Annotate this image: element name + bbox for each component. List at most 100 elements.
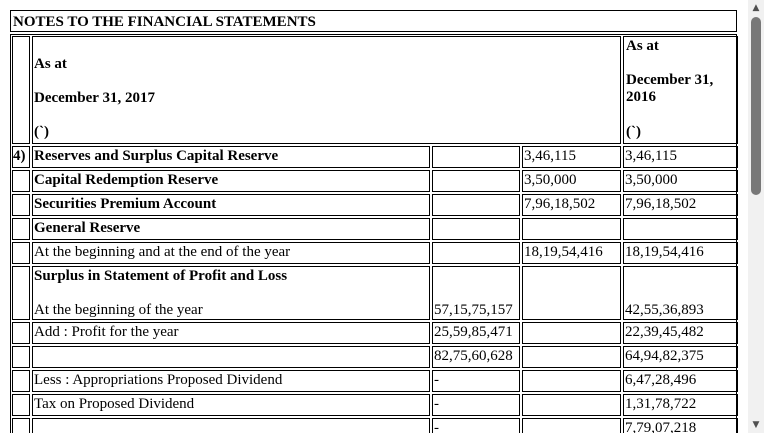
row-number-cell: [12, 242, 30, 264]
header-right-date-line1: December 31,: [626, 72, 714, 88]
header-number-cell: [12, 36, 30, 144]
vertical-scrollbar[interactable]: ▲ ▼: [748, 0, 764, 433]
row-label-cell: At the beginning and at the end of the y…: [32, 242, 430, 264]
row-label-cell: Less : Appropriations Proposed Dividend: [32, 370, 430, 392]
amount-col1-value: -: [434, 396, 439, 412]
amount-col1-cell: 82,75,60,628: [432, 346, 520, 368]
amount-col2-cell: [522, 322, 621, 344]
row-label-cell: [32, 346, 430, 368]
amount-col3-value: 3,46,115: [625, 148, 677, 164]
row-number-cell: [12, 218, 30, 240]
row-number-cell: [12, 266, 30, 320]
amount-col3-cell: 7,96,18,502: [623, 194, 738, 216]
amount-col2-cell: [522, 370, 621, 392]
row-number-cell: [12, 194, 30, 216]
row-number-cell: [12, 346, 30, 368]
amount-col2-value: 3,46,115: [524, 148, 576, 164]
row-number-cell: [12, 370, 30, 392]
row-label: Capital Redemption Reserve: [34, 172, 219, 188]
row-number-cell: [12, 322, 30, 344]
amount-col2-cell: [522, 266, 621, 320]
amount-col3-cell: 1,31,78,722: [623, 394, 738, 416]
row-label-cell: Surplus in Statement of Profit and Loss A…: [32, 266, 430, 320]
amount-col3-cell: 42,55,36,893: [623, 266, 738, 320]
amount-col2-value: 3,50,000: [524, 172, 577, 188]
row-label: Reserves and Surplus Capital Reserve: [34, 148, 279, 164]
amount-col3-value: 7,96,18,502: [625, 196, 697, 212]
amount-col1-cell: [432, 170, 520, 192]
row-label-sub: At the beginning of the year: [34, 302, 203, 318]
header-right-unit: (`): [626, 124, 641, 140]
amount-col2-cell: 7,96,18,502: [522, 194, 621, 216]
amount-col2-value: 18,19,54,416: [524, 244, 603, 260]
amount-col3-cell: 22,39,45,482: [623, 322, 738, 344]
row-label-cell: Capital Redemption Reserve: [32, 170, 430, 192]
header-left-cell: As at December 31, 2017 (`): [32, 36, 621, 144]
row-label: Add : Profit for the year: [34, 324, 179, 340]
row-label-cell: [32, 418, 430, 433]
document-view: NOTES TO THE FINANCIAL STATEMENTS As at D…: [10, 10, 738, 433]
amount-col1-cell: [432, 242, 520, 264]
amount-col1-cell: [432, 194, 520, 216]
amount-col3-cell: 6,47,28,496: [623, 370, 738, 392]
amount-col3-value: 3,50,000: [625, 172, 678, 188]
row-label-cell: Reserves and Surplus Capital Reserve: [32, 146, 430, 168]
amount-col3-cell: [623, 218, 738, 240]
amount-col1-cell: [432, 218, 520, 240]
amount-col1-value: 57,15,75,157: [434, 302, 513, 318]
notes-table: [10, 34, 737, 433]
amount-col1-cell: -: [432, 418, 520, 433]
row-label-cell: Tax on Proposed Dividend: [32, 394, 430, 416]
amount-col3-cell: 18,19,54,416: [623, 242, 738, 264]
amount-col3-value: 18,19,54,416: [625, 244, 704, 260]
amount-col3-value: 6,47,28,496: [625, 372, 697, 388]
amount-col1-cell: -: [432, 370, 520, 392]
amount-col1-cell: -: [432, 394, 520, 416]
scroll-thumb[interactable]: [751, 17, 761, 195]
amount-col2-cell: 3,46,115: [522, 146, 621, 168]
header-right-date-line2: 2016: [626, 89, 656, 105]
row-label: General Reserve: [34, 220, 141, 236]
row-number-cell: [12, 394, 30, 416]
header-left-as-at: As at: [34, 56, 67, 72]
row-number-cell: [12, 170, 30, 192]
header-left-unit: (`): [34, 124, 49, 140]
row-label: Tax on Proposed Dividend: [34, 396, 195, 412]
row-label-cell: Add : Profit for the year: [32, 322, 430, 344]
header-right-as-at: As at: [626, 38, 659, 54]
amount-col2-cell: 18,19,54,416: [522, 242, 621, 264]
scroll-down-arrow-icon[interactable]: ▼: [752, 420, 760, 430]
amount-col2-cell: 3,50,000: [522, 170, 621, 192]
amount-col1-value: -: [434, 372, 439, 388]
amount-col3-value: 64,94,82,375: [625, 348, 704, 364]
row-label: Surplus in Statement of Profit and Loss: [34, 268, 288, 284]
amount-col3-cell: 3,46,115: [623, 146, 738, 168]
amount-col1-cell: [432, 146, 520, 168]
amount-col1-value: -: [434, 420, 439, 433]
amount-col2-cell: [522, 418, 621, 433]
row-number: 4): [13, 148, 26, 164]
header-left-date: December 31, 2017: [34, 90, 155, 106]
amount-col1-value: 25,59,85,471: [434, 324, 513, 340]
amount-col2-value: 7,96,18,502: [524, 196, 596, 212]
row-label-cell: General Reserve: [32, 218, 430, 240]
amount-col1-value: 82,75,60,628: [434, 348, 513, 364]
amount-col3-cell: 3,50,000: [623, 170, 738, 192]
amount-col1-cell: 25,59,85,471: [432, 322, 520, 344]
amount-col3-value: 1,31,78,722: [625, 396, 697, 412]
header-right-cell: As at December 31, 2016 (`): [623, 36, 738, 144]
row-label-cell: Securities Premium Account: [32, 194, 430, 216]
row-label: At the beginning and at the end of the y…: [34, 244, 291, 260]
scroll-up-arrow-icon[interactable]: ▲: [752, 3, 760, 13]
amount-col2-cell: [522, 346, 621, 368]
amount-col1-cell: 57,15,75,157: [432, 266, 520, 320]
amount-col2-cell: [522, 394, 621, 416]
amount-col3-value: 42,55,36,893: [625, 302, 704, 318]
amount-col3-value: 22,39,45,482: [625, 324, 704, 340]
row-label: Less : Appropriations Proposed Dividend: [34, 372, 283, 388]
amount-col3-cell: 7,79,07,218: [623, 418, 738, 433]
amount-col2-cell: [522, 218, 621, 240]
row-number-cell: [12, 418, 30, 433]
row-number-cell: 4): [12, 146, 30, 168]
amount-col3-cell: 64,94,82,375: [623, 346, 738, 368]
